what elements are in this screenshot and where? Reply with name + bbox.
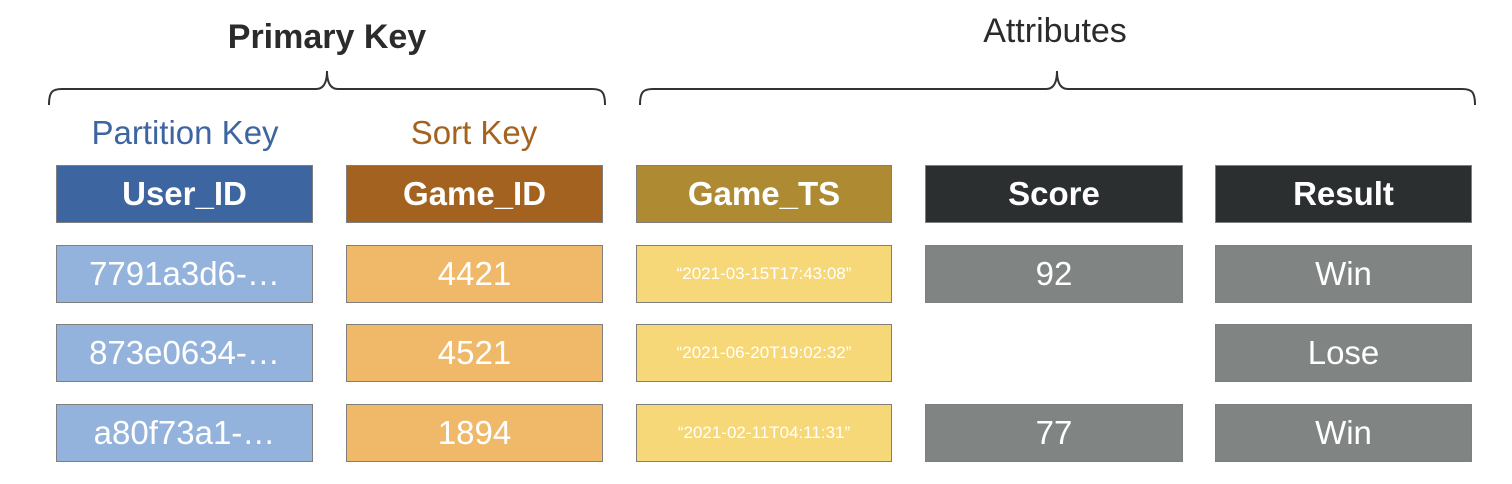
table-row-1-game-id: 4421: [346, 245, 603, 303]
attributes-title: Attributes: [983, 12, 1127, 50]
table-row-2-game-id: 4521: [346, 324, 603, 382]
table-row-3-game-id: 1894: [346, 404, 603, 462]
table-row-1-game-ts: “2021-03-15T17:43:08”: [636, 245, 892, 303]
table-row-2-game-ts: “2021-06-20T19:02:32”: [636, 324, 892, 382]
primary-key-title: Primary Key: [227, 18, 427, 56]
attributes-brace: [639, 70, 1476, 106]
table-row-2-user-id: 873e0634-…: [56, 324, 313, 382]
header-game-ts: Game_TS: [636, 165, 892, 223]
table-row-3-score: 77: [925, 404, 1183, 462]
table-row-3-game-ts: “2021-02-11T04:11:31”: [636, 404, 892, 462]
table-row-2-result: Lose: [1215, 324, 1472, 382]
partition-key-label: Partition Key: [91, 114, 279, 151]
table-row-1-user-id: 7791a3d6-…: [56, 245, 313, 303]
header-user-id: User_ID: [56, 165, 313, 223]
table-row-3-result: Win: [1215, 404, 1472, 462]
header-score: Score: [925, 165, 1183, 223]
primary-key-brace: [48, 70, 606, 106]
header-game-id: Game_ID: [346, 165, 603, 223]
header-result: Result: [1215, 165, 1472, 223]
table-row-3-user-id: a80f73a1-…: [56, 404, 313, 462]
sort-key-label: Sort Key: [410, 114, 538, 151]
table-row-1-result: Win: [1215, 245, 1472, 303]
table-row-1-score: 92: [925, 245, 1183, 303]
